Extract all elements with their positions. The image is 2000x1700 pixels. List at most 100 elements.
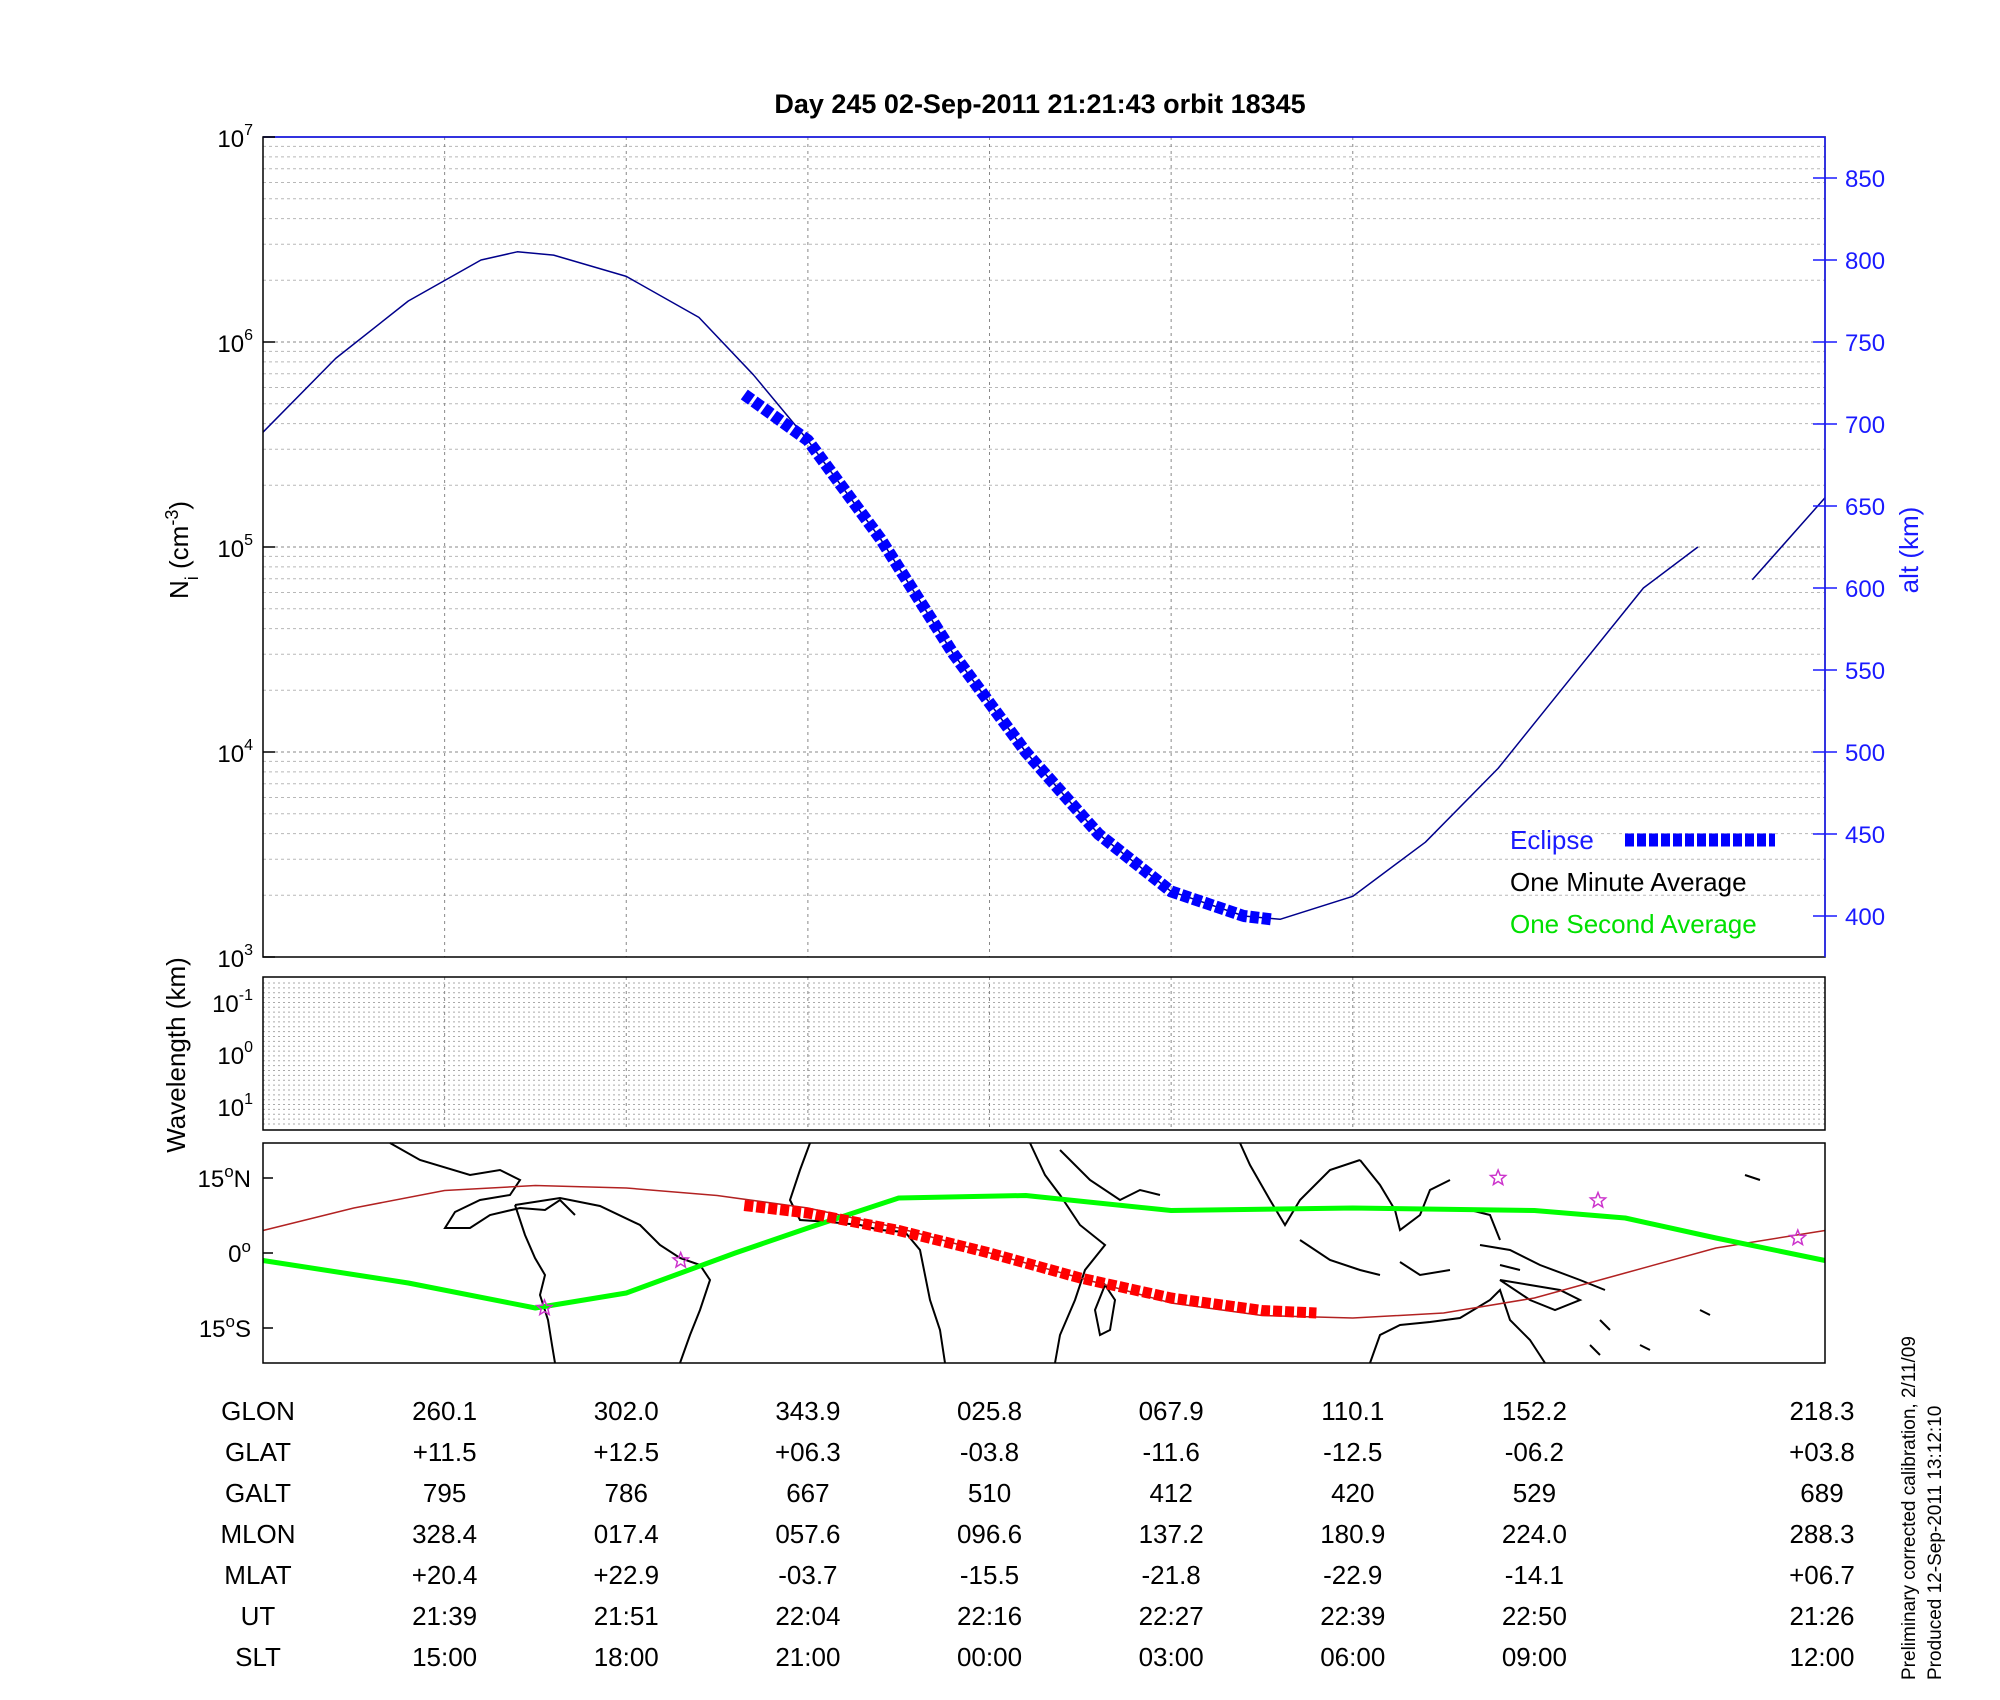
table-cell: 795 (423, 1478, 466, 1508)
y-tick-label: 104 (217, 737, 253, 768)
wavelength-grid (263, 977, 1825, 1130)
event-star-marker (1788, 1227, 1808, 1247)
y-tick-label: 103 (217, 942, 253, 973)
event-star-marker (671, 1250, 691, 1269)
table-cell: +20.4 (412, 1560, 478, 1590)
table-cell: -22.9 (1323, 1560, 1382, 1590)
y2-tick-label: 750 (1845, 330, 1885, 357)
table-cell: 224.0 (1502, 1519, 1567, 1549)
legend: Eclipse One Minute Average One Second Av… (1510, 825, 1775, 939)
event-star-marker (1488, 1167, 1508, 1187)
table-cell: 110.1 (1321, 1396, 1384, 1426)
table-cell: -15.5 (960, 1560, 1019, 1590)
altitude-y-ticks: 400 450 500 550 600 650 700 750 800 850 (1813, 166, 1885, 931)
y-tick-label: 106 (217, 327, 253, 358)
event-star-marker (1588, 1190, 1608, 1209)
table-cell: -03.8 (960, 1437, 1019, 1467)
coast-africa (788, 1142, 1107, 1364)
wavelength-y-ticks: 10-1 100 101 (212, 987, 253, 1122)
altitude-series (262, 251, 1826, 926)
table-cell: 218.3 (1789, 1396, 1854, 1426)
table-cell: 328.4 (412, 1519, 477, 1549)
lat-tick-label: 0o (228, 1237, 251, 1268)
altitude-y-label: alt (km) (1894, 507, 1924, 594)
table-row-label: GALT (225, 1478, 291, 1508)
table-cell: 067.9 (1139, 1396, 1204, 1426)
table-cell: 22:27 (1139, 1601, 1204, 1631)
lat-tick-label: 15oN (197, 1162, 251, 1193)
coastline-map (389, 1142, 1761, 1364)
table-cell: 03:00 (1139, 1642, 1204, 1672)
ground-track-eclipse-line (743, 1200, 1317, 1319)
table-row-label: MLON (220, 1519, 295, 1549)
table-cell: -03.7 (778, 1560, 837, 1590)
table-row-label: MLAT (224, 1560, 292, 1590)
wavelength-y-label: Wavelength (km) (161, 957, 191, 1153)
table-cell: -14.1 (1505, 1560, 1564, 1590)
table-cell: -11.6 (1142, 1437, 1199, 1467)
latitude-y-ticks: 15oN 0o 15oS (197, 1162, 273, 1343)
table-row-label: GLAT (225, 1437, 291, 1467)
table-cell: 343.9 (775, 1396, 840, 1426)
table-cell: 22:04 (775, 1601, 840, 1631)
legend-eclipse-label: Eclipse (1510, 825, 1594, 855)
table-cell: +06.3 (775, 1437, 841, 1467)
table-cell: 302.0 (594, 1396, 659, 1426)
table-row-label: GLON (221, 1396, 295, 1426)
table-row-label: UT (241, 1601, 276, 1631)
table-row-label: SLT (235, 1642, 281, 1672)
table-cell: +22.9 (593, 1560, 659, 1590)
table-cell: 21:26 (1789, 1601, 1854, 1631)
table-cell: -12.5 (1323, 1437, 1382, 1467)
coast-australia (1369, 1288, 1546, 1364)
y2-tick-label: 650 (1845, 494, 1885, 521)
table-cell: 152.2 (1502, 1396, 1567, 1426)
table-cell: 689 (1800, 1478, 1843, 1508)
altitude-series-line (262, 251, 1699, 921)
x-gridlines (444, 137, 1354, 957)
table-cell: 025.8 (957, 1396, 1022, 1426)
table-cell: 137.2 (1139, 1519, 1204, 1549)
eclipse-series-line (740, 389, 1272, 926)
table-cell: 22:50 (1502, 1601, 1567, 1631)
table-cell: 260.1 (412, 1396, 477, 1426)
table-cell: 057.6 (775, 1519, 840, 1549)
coast-north-america (389, 1142, 576, 1229)
y2-tick-label: 800 (1845, 248, 1885, 275)
table-cell: 22:16 (957, 1601, 1022, 1631)
table-cell: 096.6 (957, 1519, 1022, 1549)
table-cell: -06.2 (1505, 1437, 1564, 1467)
density-y-ticks: 103 104 105 106 107 (217, 122, 275, 973)
altitude-series-line (1751, 497, 1826, 581)
table-cell: -21.8 (1142, 1560, 1201, 1590)
calibration-note: Preliminary corrected calibration, 2/11/… (1899, 1336, 1920, 1680)
table-cell: 06:00 (1320, 1642, 1385, 1672)
y2-tick-label: 450 (1845, 822, 1885, 849)
y2-tick-label: 700 (1845, 412, 1885, 439)
y-tick-label: 107 (217, 122, 253, 153)
table-cell: +03.8 (1789, 1437, 1855, 1467)
table-cell: 00:00 (957, 1642, 1022, 1672)
legend-minute-label: One Minute Average (1510, 867, 1747, 897)
table-cell: 12:00 (1789, 1642, 1854, 1672)
coast-new-guinea (1499, 1279, 1583, 1312)
lat-tick-label: 15oS (199, 1312, 251, 1343)
map-panel: 15oN 0o 15oS (197, 1142, 1826, 1364)
event-markers (534, 1167, 1808, 1317)
table-cell: +06.7 (1789, 1560, 1855, 1590)
table-cell: 22:39 (1320, 1601, 1385, 1631)
density-y-label: Ni (cm-3) (162, 501, 202, 599)
table-cell: +11.5 (413, 1437, 477, 1467)
y-tick-label: 10-1 (212, 987, 253, 1018)
table-cell: 017.4 (594, 1519, 659, 1549)
orbit-parameter-table: GLON GLAT GALT MLON MLAT UT SLT 260.1 +11.5 795 32… (220, 1396, 1854, 1672)
coast-indonesia (1299, 1239, 1521, 1277)
coast-southeast-asia (1359, 1159, 1606, 1291)
legend-second-label: One Second Average (1510, 909, 1757, 939)
y2-tick-label: 850 (1845, 166, 1885, 193)
table-cell: 412 (1149, 1478, 1192, 1508)
y-tick-label: 100 (217, 1039, 253, 1070)
table-cell: 786 (605, 1478, 648, 1508)
table-cell: 09:00 (1502, 1642, 1567, 1672)
chart-title: Day 245 02-Sep-2011 21:21:43 orbit 18345 (774, 89, 1305, 119)
